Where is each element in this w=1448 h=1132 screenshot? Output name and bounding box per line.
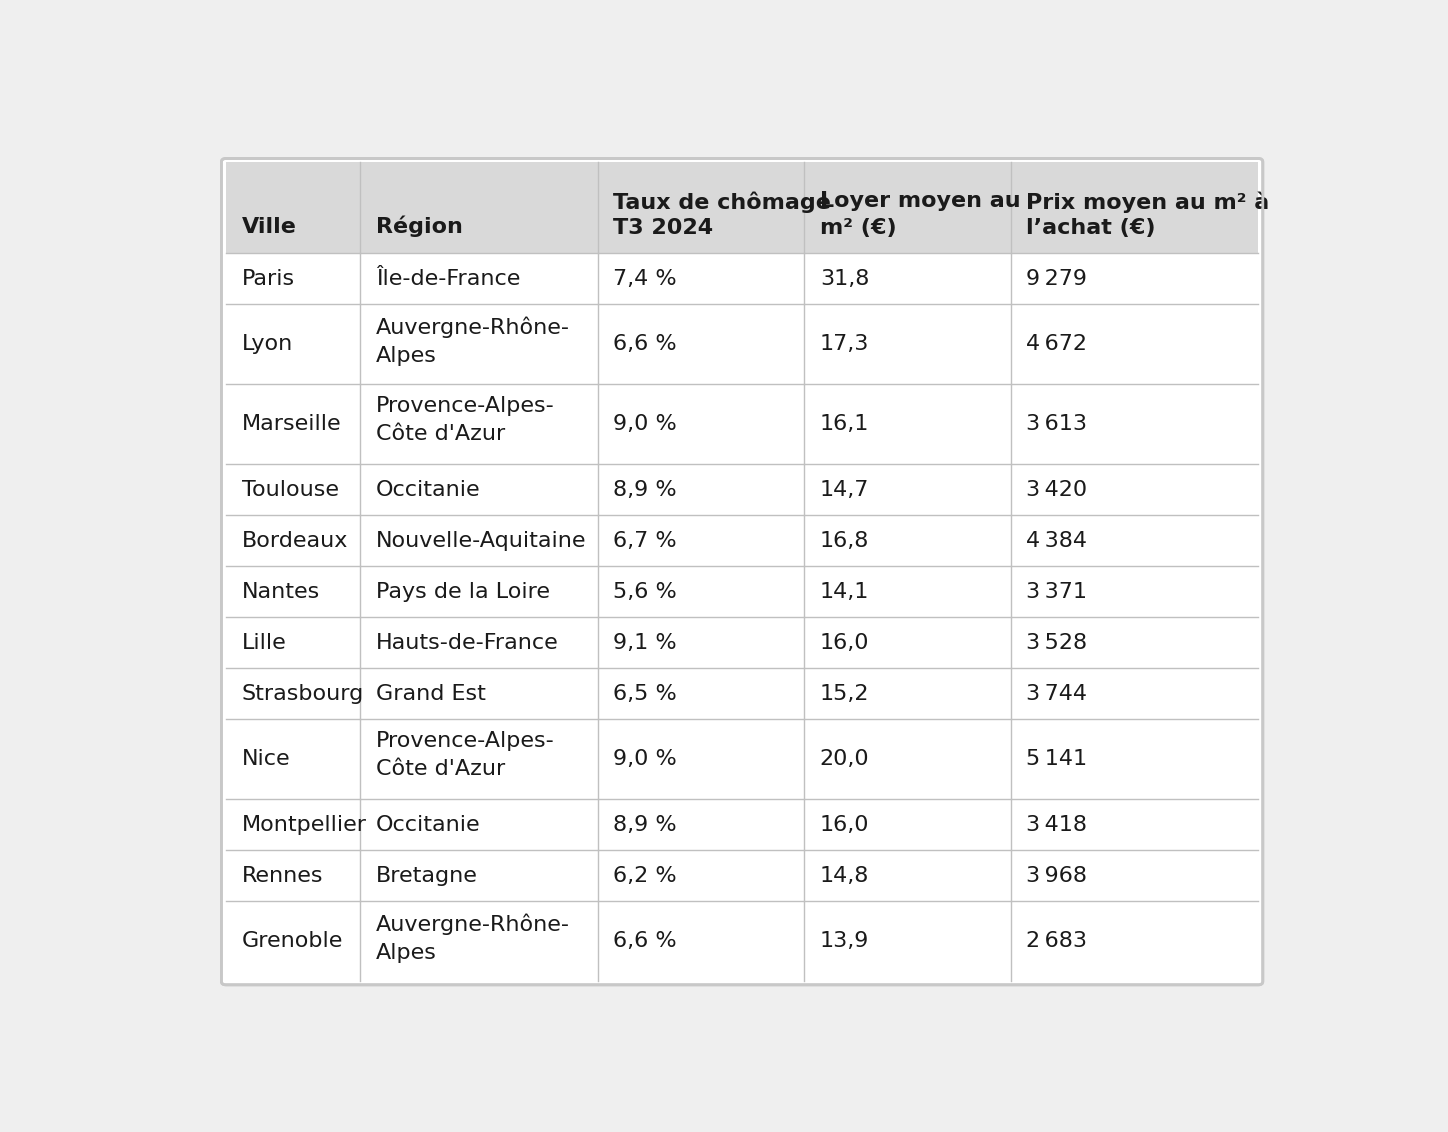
Bar [226, 901, 1258, 981]
Bar [226, 384, 1258, 464]
Text: 16,1: 16,1 [820, 414, 869, 435]
Text: Rennes: Rennes [242, 866, 323, 885]
Text: 15,2: 15,2 [820, 684, 869, 704]
Text: 13,9: 13,9 [820, 932, 869, 951]
Text: 6,2 %: 6,2 % [614, 866, 676, 885]
Text: Marseille: Marseille [242, 414, 342, 435]
Text: 3 418: 3 418 [1027, 815, 1087, 834]
Text: 6,5 %: 6,5 % [614, 684, 678, 704]
Text: Paris: Paris [242, 268, 295, 289]
Text: Occitanie: Occitanie [376, 480, 481, 499]
Text: Nantes: Nantes [242, 582, 320, 602]
Text: 9,0 %: 9,0 % [614, 749, 678, 770]
Text: 6,7 %: 6,7 % [614, 531, 676, 550]
Text: 20,0: 20,0 [820, 749, 869, 770]
Text: 3 420: 3 420 [1027, 480, 1087, 499]
Text: T3 2024: T3 2024 [614, 218, 714, 239]
Text: Occitanie: Occitanie [376, 815, 481, 834]
Bar [226, 254, 1258, 305]
Text: 8,9 %: 8,9 % [614, 480, 676, 499]
Text: Montpellier: Montpellier [242, 815, 366, 834]
Text: Grand Est: Grand Est [376, 684, 485, 704]
Text: Loyer moyen au: Loyer moyen au [820, 191, 1021, 212]
Text: 5 141: 5 141 [1027, 749, 1087, 770]
Text: Bretagne: Bretagne [376, 866, 478, 885]
Text: 8,9 %: 8,9 % [614, 815, 676, 834]
Text: Nice: Nice [242, 749, 290, 770]
Text: m² (€): m² (€) [820, 218, 896, 239]
Bar [226, 305, 1258, 384]
Text: 3 613: 3 613 [1027, 414, 1087, 435]
Text: Provence-Alpes-
Côte d'Azur: Provence-Alpes- Côte d'Azur [376, 731, 555, 779]
Bar [226, 566, 1258, 617]
Text: 14,7: 14,7 [820, 480, 869, 499]
Text: 2 683: 2 683 [1027, 932, 1087, 951]
Bar [226, 668, 1258, 719]
Text: Provence-Alpes-
Côte d'Azur: Provence-Alpes- Côte d'Azur [376, 396, 555, 444]
Text: Région: Région [376, 215, 463, 237]
Text: Taux de chômage: Taux de chômage [614, 191, 831, 213]
Text: 6,6 %: 6,6 % [614, 334, 676, 354]
Text: 7,4 %: 7,4 % [614, 268, 676, 289]
Bar [226, 850, 1258, 901]
Bar [226, 719, 1258, 799]
Text: 31,8: 31,8 [820, 268, 869, 289]
Text: 14,1: 14,1 [820, 582, 869, 602]
Text: 9,1 %: 9,1 % [614, 633, 676, 653]
Text: Strasbourg: Strasbourg [242, 684, 363, 704]
Text: 17,3: 17,3 [820, 334, 869, 354]
Text: 3 528: 3 528 [1027, 633, 1087, 653]
Text: Pays de la Loire: Pays de la Loire [376, 582, 550, 602]
Text: l’achat (€): l’achat (€) [1027, 218, 1156, 239]
Text: Hauts-de-France: Hauts-de-France [376, 633, 559, 653]
Text: 16,0: 16,0 [820, 633, 869, 653]
Text: 3 968: 3 968 [1027, 866, 1087, 885]
Text: 5,6 %: 5,6 % [614, 582, 678, 602]
Text: Toulouse: Toulouse [242, 480, 339, 499]
Text: Nouvelle-Aquitaine: Nouvelle-Aquitaine [376, 531, 586, 550]
Text: 6,6 %: 6,6 % [614, 932, 676, 951]
Text: Ville: Ville [242, 216, 297, 237]
Text: 9 279: 9 279 [1027, 268, 1087, 289]
Text: Grenoble: Grenoble [242, 932, 343, 951]
Bar [226, 515, 1258, 566]
Bar [226, 799, 1258, 850]
Bar [226, 464, 1258, 515]
Text: Île-de-France: Île-de-France [376, 268, 520, 289]
Text: 3 371: 3 371 [1027, 582, 1087, 602]
Text: Lille: Lille [242, 633, 287, 653]
Text: 16,0: 16,0 [820, 815, 869, 834]
Text: Auvergne-Rhône-
Alpes: Auvergne-Rhône- Alpes [376, 316, 571, 366]
Text: 4 384: 4 384 [1027, 531, 1087, 550]
Text: 9,0 %: 9,0 % [614, 414, 678, 435]
Text: 16,8: 16,8 [820, 531, 869, 550]
Bar [226, 617, 1258, 668]
Text: 4 672: 4 672 [1027, 334, 1087, 354]
Text: Auvergne-Rhône-
Alpes: Auvergne-Rhône- Alpes [376, 914, 571, 962]
Text: Bordeaux: Bordeaux [242, 531, 348, 550]
Text: Lyon: Lyon [242, 334, 292, 354]
Text: 3 744: 3 744 [1027, 684, 1087, 704]
FancyBboxPatch shape [222, 158, 1263, 985]
Text: Prix moyen au m² à: Prix moyen au m² à [1027, 191, 1270, 213]
Text: 14,8: 14,8 [820, 866, 869, 885]
